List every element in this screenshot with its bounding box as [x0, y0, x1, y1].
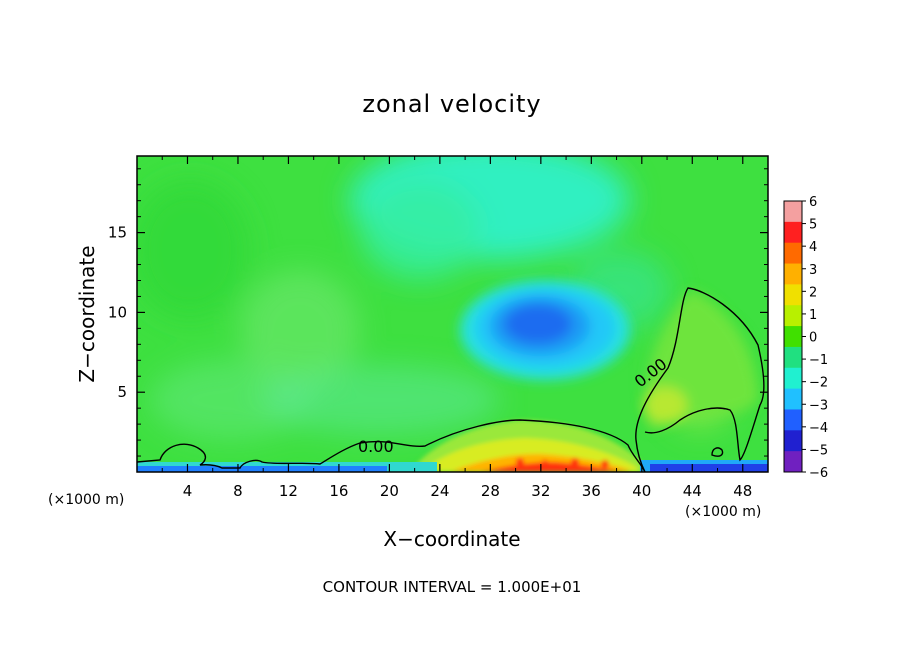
positive-lobe — [643, 290, 758, 430]
contour-label-lower: 0.00 — [358, 437, 394, 456]
colorbar-tick-label: −1 — [809, 353, 828, 368]
colorbar-swatch — [784, 346, 802, 369]
colorbar-tick-label: 0 — [809, 331, 817, 346]
zero-contours — [137, 287, 765, 472]
x-tick-label: 36 — [582, 482, 601, 500]
colorbar-tick-label: −4 — [809, 421, 828, 436]
negative-core — [460, 280, 630, 380]
y-axis-label: Z−coordinate — [75, 245, 99, 382]
y-tick-label: 10 — [108, 303, 127, 321]
x-unit-label-right: (×1000 m) — [685, 504, 761, 520]
colorbar-swatch — [784, 430, 802, 452]
colorbar-swatch — [784, 326, 802, 348]
colorbar-swatch — [784, 367, 802, 390]
colorbar-swatch — [784, 242, 802, 265]
colorbar-tick-label: −3 — [809, 398, 828, 413]
colorbar-swatch — [784, 409, 802, 431]
x-tick-label: 44 — [683, 482, 702, 500]
colorbar-swatch — [784, 388, 802, 410]
y-axis: 5 10 15 — [108, 168, 768, 457]
colorbar-tick-label: −6 — [809, 466, 828, 481]
x-tick-label: 4 — [183, 482, 193, 500]
x-tick-label: 28 — [481, 482, 500, 500]
x-tick-label: 20 — [380, 482, 399, 500]
colorbar-tick-label: −2 — [809, 376, 828, 391]
x-tick-label: 32 — [531, 482, 550, 500]
x-tick-label: 16 — [329, 482, 348, 500]
colorbar-tick-label: 5 — [809, 218, 817, 233]
y-tick-label: 15 — [108, 224, 127, 242]
y-tick-label: 5 — [117, 383, 127, 401]
contour-small-loop — [711, 447, 724, 457]
x-axis: 4 8 12 16 20 24 28 32 36 40 44 48 — [161, 156, 752, 500]
colorbar-tick-label: 3 — [809, 263, 817, 278]
surface-maximum — [410, 420, 645, 472]
colorbar-tick-label: 6 — [809, 195, 817, 210]
colorbar-tick-label: 4 — [809, 240, 817, 255]
surface-layer — [137, 460, 768, 472]
contour-lobe — [635, 287, 765, 472]
x-tick-label: 8 — [233, 482, 243, 500]
colorbar-swatch — [784, 201, 802, 223]
contour-interval-note: CONTOUR INTERVAL = 1.000E+01 — [323, 578, 582, 596]
colorbar-swatch — [784, 284, 802, 306]
colorbar-swatch — [784, 263, 802, 285]
x-tick-label: 12 — [279, 482, 298, 500]
x-unit-label-left: (×1000 m) — [48, 492, 124, 508]
x-tick-label: 40 — [632, 482, 651, 500]
colorbar-swatch — [784, 221, 802, 244]
colorbar-tick-label: 1 — [809, 308, 817, 323]
chart-title: zonal velocity — [362, 90, 541, 118]
field-shading — [137, 156, 740, 440]
plot-frame — [136, 155, 769, 473]
colorbar-tick-label: 2 — [809, 285, 817, 300]
plot-area: 0.00 0.00 — [137, 156, 768, 472]
x-axis-label: X−coordinate — [383, 527, 520, 551]
colorbar-tick-label: −5 — [809, 443, 828, 458]
colorbar-swatch — [784, 451, 802, 473]
x-tick-label: 48 — [733, 482, 752, 500]
x-tick-label: 24 — [430, 482, 449, 500]
contour-surface — [137, 419, 646, 472]
colorbar-swatch — [784, 305, 802, 327]
colorbar: 6 5 4 3 2 1 0 −1 −2 −3 −4 −5 −6 — [783, 195, 828, 481]
